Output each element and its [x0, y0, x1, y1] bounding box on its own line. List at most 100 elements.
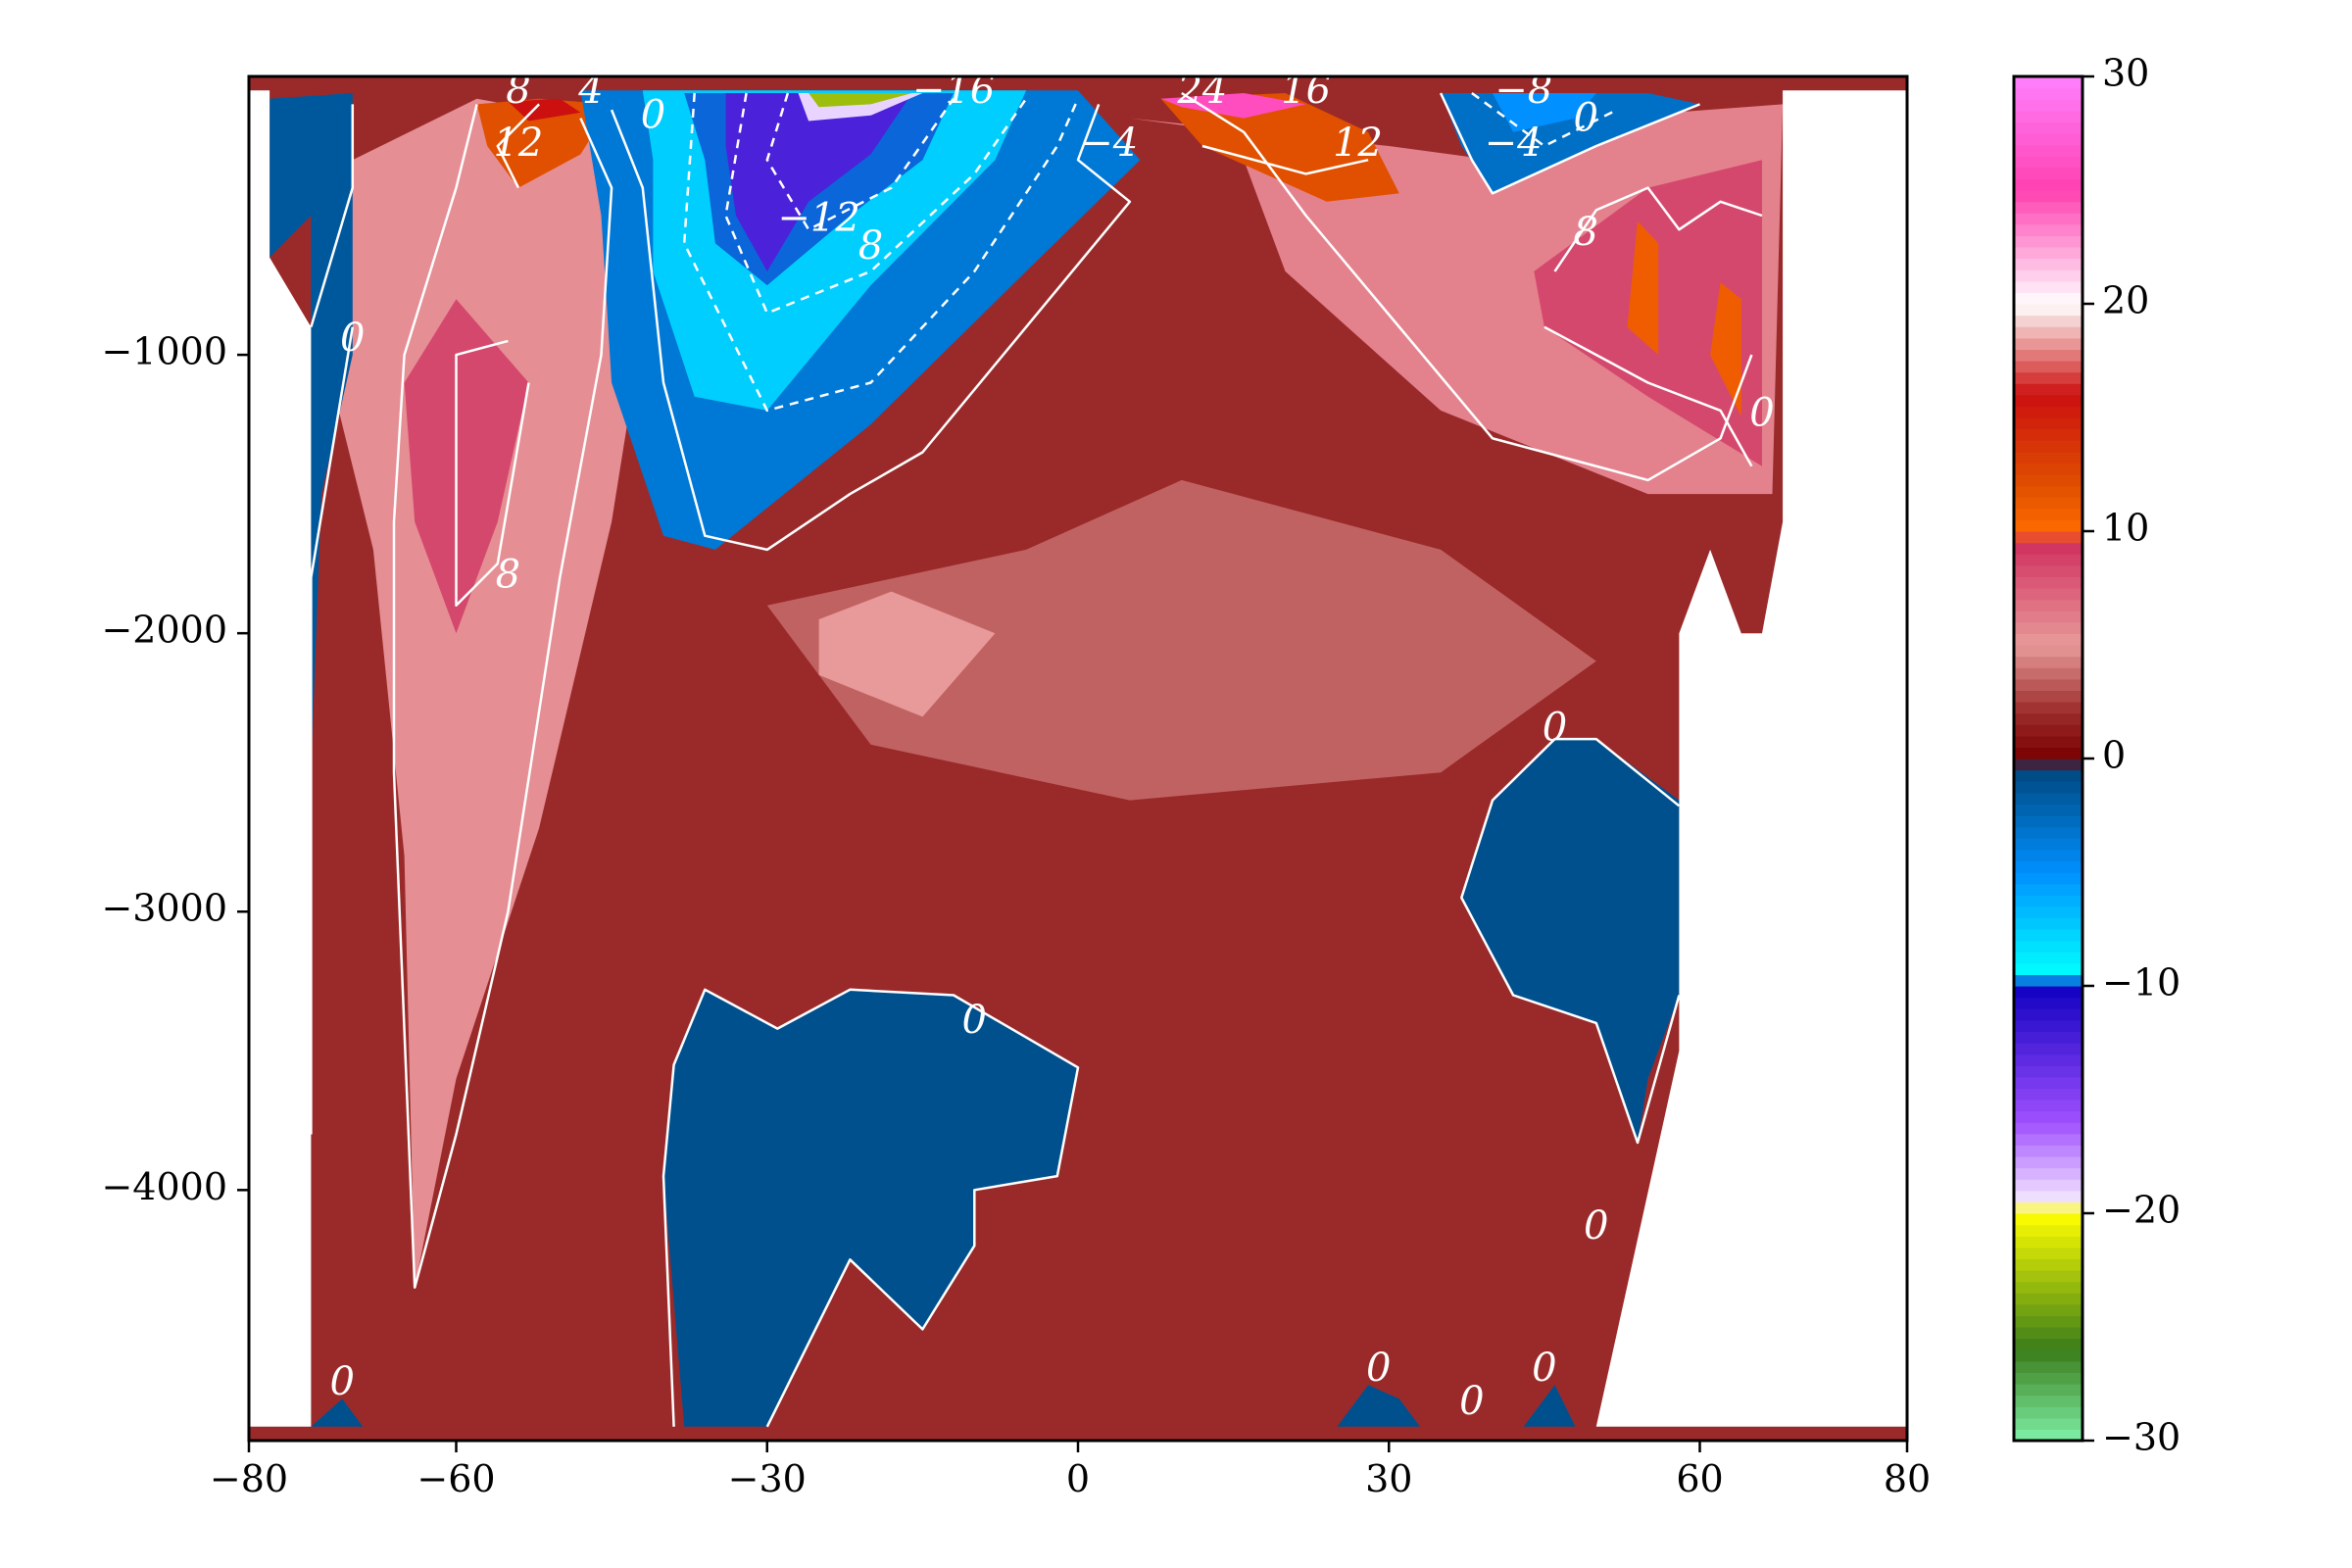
colorbar-band — [2014, 1019, 2082, 1032]
contour-line-level-8-7 — [455, 339, 530, 608]
colorbar-band — [2014, 906, 2082, 918]
contour-label-14: 8 — [858, 223, 883, 269]
colorbar-band — [2014, 213, 2082, 225]
x-tick-label: 60 — [1676, 1457, 1723, 1500]
colorbar: 30 20 10 0 −10 −20 −30 — [2012, 52, 2180, 1459]
colorbar-band — [2014, 849, 2082, 861]
contour-region-negative-upper-north — [1441, 93, 1700, 194]
colorbar-band — [2014, 1110, 2082, 1123]
contour-region-south-positive-column-core — [404, 299, 529, 634]
colorbar-band — [2014, 201, 2082, 214]
contour-line-level-0-5 — [1439, 92, 1700, 195]
colorbar-band — [2014, 1167, 2082, 1180]
colorbar-band — [2014, 1315, 2082, 1328]
contour-region-deep-positive-core-center-inner — [818, 591, 996, 717]
contour-label-13: 8 — [1573, 210, 1597, 255]
colorbar-band — [2014, 759, 2082, 771]
colorbar-band — [2014, 1236, 2082, 1249]
contour-label-1: 0 — [288, 1067, 313, 1112]
colorbar-band — [2014, 280, 2082, 293]
contour-region-upper-south-peak-core — [508, 98, 581, 122]
colorbar-tick-label: 30 — [2102, 52, 2149, 95]
x-tick-label: 30 — [1365, 1457, 1412, 1500]
x-tick-label: −80 — [210, 1457, 288, 1500]
colorbar-band — [2014, 1054, 2082, 1066]
masked-no-data-southwest-top — [249, 90, 312, 1427]
colorbar-band — [2014, 519, 2082, 532]
contour-line-level-8-8 — [1181, 91, 1753, 482]
colorbar-band — [2014, 883, 2082, 896]
colorbar-band — [2014, 1145, 2082, 1157]
masked-no-data-north — [1595, 90, 1907, 1427]
contour-region-negative-bottom-3 — [311, 1398, 364, 1427]
colorbar-tick-label: 10 — [2102, 507, 2149, 550]
colorbar-band — [2014, 167, 2082, 179]
contour-region-upper-north-peak — [1160, 93, 1399, 202]
colorbar-band — [2014, 133, 2082, 146]
colorbar-band — [2014, 1031, 2082, 1044]
colorbar-band — [2014, 508, 2082, 520]
plot-area: 0 0 0 0 0 0 0 0 0 0 0 0 8 8 8 12 12 −12 −4 −4 4 8 −8 16 24 −16 — [249, 68, 1907, 1441]
contour-region-negative-deep-north — [1461, 739, 1680, 1143]
colorbar-band — [2014, 554, 2082, 566]
colorbar-band — [2014, 792, 2082, 805]
colorbar-band — [2014, 872, 2082, 885]
colorbar-band — [2014, 178, 2082, 191]
contour-label-7: 0 — [1366, 1346, 1391, 1391]
contour-label-5: 0 — [1543, 706, 1567, 751]
colorbar-band — [2014, 87, 2082, 100]
colorbar-band — [2014, 611, 2082, 623]
colorbar-band — [2014, 417, 2082, 430]
colorbar-band — [2014, 940, 2082, 953]
colorbar-tick-label: −10 — [2102, 961, 2180, 1004]
colorbar-band — [2014, 690, 2082, 703]
contour-label-17: −12 — [777, 196, 859, 241]
colorbar-band — [2014, 576, 2082, 589]
contour-label-20: 4 — [577, 68, 603, 113]
y-tick-label: −3000 — [101, 887, 227, 930]
no-data-regions — [249, 90, 1907, 1427]
colorbar-band — [2014, 156, 2082, 169]
colorbar-band — [2014, 270, 2082, 282]
x-axis: −80 −60 −30 0 30 60 80 — [210, 1441, 1931, 1500]
colorbar-band — [2014, 1406, 2082, 1419]
colorbar-band — [2014, 917, 2082, 930]
contour-label-9: 0 — [1532, 1346, 1556, 1391]
colorbar-band — [2014, 542, 2082, 555]
colorbar-band — [2014, 1100, 2082, 1112]
contour-label-25: −16 — [912, 68, 995, 113]
contour-region-upper-north-peak-core — [1160, 93, 1306, 119]
y-tick-label: −1000 — [101, 330, 227, 373]
colorbar-band — [2014, 804, 2082, 816]
colorbar-band — [2014, 1384, 2082, 1396]
contour-label-16: 12 — [1333, 121, 1383, 166]
colorbar-band — [2014, 895, 2082, 907]
colorbar-band — [2014, 986, 2082, 999]
contour-line-level-0-4 — [1460, 737, 1681, 1145]
colorbar-band — [2014, 599, 2082, 612]
colorbar-band — [2014, 1395, 2082, 1407]
colorbar-band — [2014, 781, 2082, 794]
contour-lines — [310, 91, 1763, 1428]
colorbar-band — [2014, 258, 2082, 270]
x-tick-label: −60 — [416, 1457, 495, 1500]
contour-line-level-8-10 — [1544, 325, 1753, 467]
colorbar-band — [2014, 962, 2082, 975]
contour-line-level-0-3 — [662, 988, 1080, 1428]
contour-label-12: 8 — [496, 552, 520, 597]
colorbar-band — [2014, 1270, 2082, 1283]
y-axis: −1000 −2000 −3000 −4000 — [101, 330, 249, 1208]
colorbar-band — [2014, 371, 2082, 384]
contour-label-10: 0 — [1573, 95, 1597, 140]
colorbar-band — [2014, 588, 2082, 601]
colorbar-band — [2014, 1190, 2082, 1202]
colorbar-band — [2014, 144, 2082, 157]
colorbar-tick-label: 0 — [2102, 734, 2126, 777]
colorbar-band — [2014, 428, 2082, 441]
colorbar-band — [2014, 1258, 2082, 1271]
colorbar-band — [2014, 190, 2082, 203]
contour-label-6: 0 — [1584, 1203, 1608, 1249]
contour-label-8: 0 — [1459, 1379, 1484, 1424]
contour-labels: 0 0 0 0 0 0 0 0 0 0 0 0 8 8 8 12 12 −12 −4 −4 4 8 −8 16 24 −16 — [288, 68, 1775, 1424]
colorbar-band — [2014, 292, 2082, 305]
